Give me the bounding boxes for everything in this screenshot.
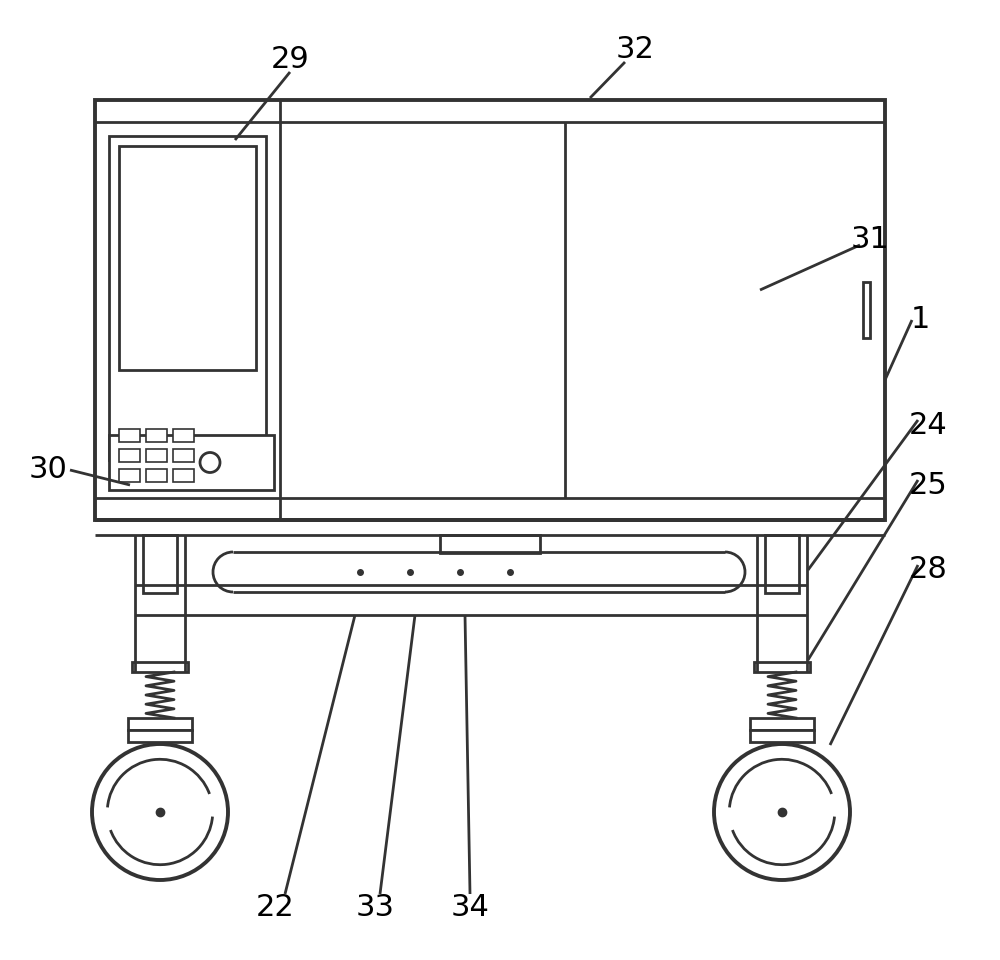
Bar <box>109 136 266 460</box>
Text: 29: 29 <box>271 45 309 75</box>
Bar <box>109 435 274 490</box>
Text: 24: 24 <box>909 411 947 440</box>
Bar <box>95 100 885 520</box>
Bar <box>750 718 814 730</box>
Text: 33: 33 <box>356 894 394 923</box>
Bar <box>143 535 177 593</box>
Text: 31: 31 <box>851 226 889 254</box>
Bar <box>146 449 167 462</box>
Text: 34: 34 <box>451 894 489 923</box>
Bar <box>119 449 140 462</box>
Bar <box>863 282 870 338</box>
Bar <box>440 535 540 553</box>
Bar <box>128 718 192 730</box>
Bar <box>765 535 799 593</box>
Bar <box>119 469 140 482</box>
Bar <box>146 469 167 482</box>
Bar <box>754 662 810 672</box>
Text: 1: 1 <box>910 305 930 334</box>
Bar <box>173 449 194 462</box>
Bar <box>119 429 140 442</box>
Bar <box>119 146 256 370</box>
Text: 22: 22 <box>256 894 294 923</box>
Text: 32: 32 <box>616 36 654 64</box>
Text: 25: 25 <box>909 470 947 499</box>
Text: 30: 30 <box>29 455 67 485</box>
Bar <box>132 662 188 672</box>
Bar <box>128 730 192 742</box>
Bar <box>146 429 167 442</box>
Text: 28: 28 <box>909 556 947 585</box>
Bar <box>750 730 814 742</box>
Bar <box>173 429 194 442</box>
Bar <box>173 469 194 482</box>
